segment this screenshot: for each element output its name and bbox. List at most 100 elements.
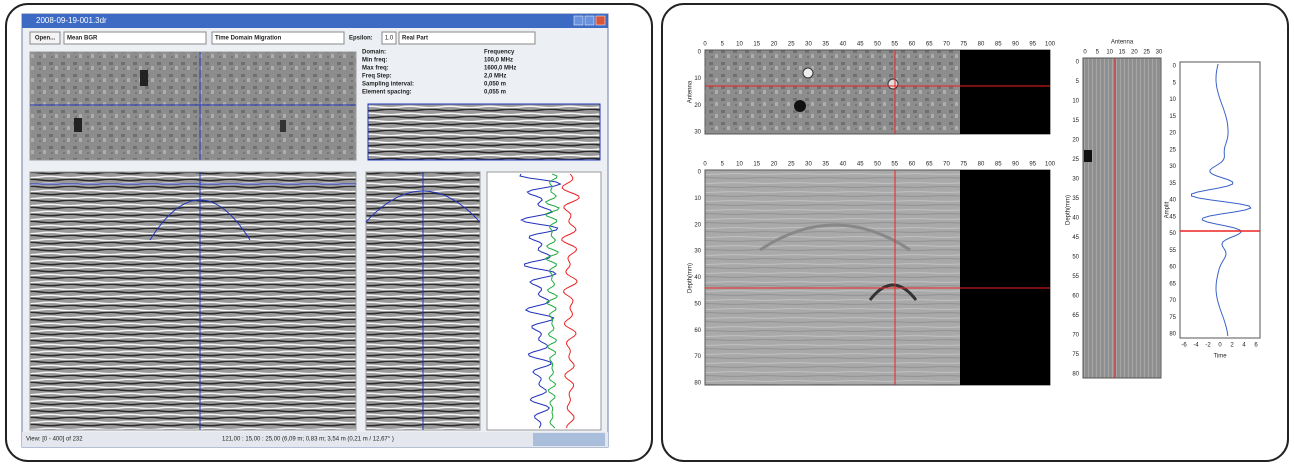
y-tick-label: 80	[1169, 332, 1176, 338]
x-tick-label: 60	[909, 162, 916, 168]
x-tick-label: 20	[1131, 50, 1138, 56]
x-tick-label: 65	[926, 162, 933, 168]
y-tick-label: 0	[698, 170, 702, 176]
y-tick-label: 50	[1169, 231, 1176, 237]
x-tick-label: 0	[703, 162, 707, 168]
x-tick-label: 25	[1143, 50, 1150, 56]
status-cursor: 121,00 : 15,00 : 25,00 (6,09 m; 0,83 m; …	[222, 437, 394, 443]
x-tick-label: 100	[1045, 42, 1056, 48]
x-tick-label: 40	[840, 42, 847, 48]
epsilon-label: Epsilon:	[349, 36, 373, 42]
y-tick-label: 30	[1169, 164, 1176, 170]
part-label: Real Part	[402, 36, 428, 42]
y-tick-label: 15	[1169, 114, 1176, 120]
anomaly	[1084, 150, 1092, 162]
cscan-image	[30, 52, 356, 160]
y-tick-label: 60	[1072, 294, 1079, 300]
trace-panel	[487, 172, 601, 430]
y-tick-label: 45	[1072, 235, 1079, 241]
info-label: Element spacing:	[362, 90, 412, 96]
x-tick-label: 70	[943, 162, 950, 168]
x-tick-label: 35	[822, 162, 829, 168]
anomaly	[888, 79, 898, 89]
y-tick-label: 25	[1169, 147, 1176, 153]
empty-region	[960, 170, 1050, 385]
info-label: Min freq:	[362, 58, 387, 64]
y-tick-label: 75	[1169, 315, 1176, 321]
y-tick-label: 50	[1072, 255, 1079, 261]
x-tick-label: 100	[1045, 162, 1056, 168]
x-axis-label: Time	[1213, 354, 1227, 360]
anomaly	[74, 118, 82, 132]
x-tick-label: -6	[1181, 343, 1187, 349]
x-tick-label: 2	[1230, 343, 1234, 349]
x-tick-label: 90	[1012, 162, 1019, 168]
y-tick-label: 35	[1169, 181, 1176, 187]
minimize-button[interactable]	[574, 16, 583, 25]
close-button[interactable]	[596, 16, 605, 25]
y-tick-label: 50	[694, 301, 701, 307]
x-tick-label: 0	[1083, 50, 1087, 56]
info-label: Domain:	[362, 50, 386, 56]
x-tick-label: 85	[995, 42, 1002, 48]
x-tick-label: -2	[1205, 343, 1211, 349]
y-tick-label: 70	[1169, 298, 1176, 304]
x-tick-label: 30	[1156, 50, 1163, 56]
screenshot: 2008-09-19-001.3dr Open... Mean BGR Time…	[0, 0, 1294, 465]
x-tick-label: 4	[1242, 343, 1246, 349]
amplitude-plot	[1180, 62, 1260, 338]
x-tick-label: 70	[943, 42, 950, 48]
y-tick-label: 55	[1072, 274, 1079, 280]
anomaly	[140, 70, 148, 86]
x-tick-label: 15	[753, 162, 760, 168]
maximize-button[interactable]	[585, 16, 594, 25]
y-axis-label: Depth(mm)	[688, 263, 694, 293]
x-tick-label: 20	[771, 42, 778, 48]
window-title: 2008-09-19-001.3dr	[36, 16, 107, 25]
info-value: 0,055 m	[484, 90, 506, 96]
y-tick-label: 25	[1072, 157, 1079, 163]
y-tick-label: 30	[694, 130, 701, 136]
anomaly	[280, 120, 286, 132]
title-bar	[22, 14, 608, 28]
x-tick-label: 0	[1218, 343, 1222, 349]
open-label: Open...	[35, 36, 56, 42]
x-tick-label: 85	[995, 162, 1002, 168]
small-bscan	[368, 104, 600, 160]
y-tick-label: 60	[1169, 265, 1176, 271]
anomaly	[794, 100, 806, 112]
x-tick-label: 25	[788, 162, 795, 168]
x-tick-label: 10	[1106, 50, 1113, 56]
y-tick-label: 80	[694, 381, 701, 387]
x-tick-label: 30	[805, 42, 812, 48]
y-tick-label: 10	[1072, 99, 1079, 105]
info-label: Max freq:	[362, 66, 389, 72]
y-tick-label: 65	[1169, 281, 1176, 287]
x-tick-label: 75	[960, 42, 967, 48]
y-tick-label: 5	[1076, 79, 1080, 85]
y-tick-label: 0	[1173, 64, 1177, 70]
x-tick-label: 45	[857, 162, 864, 168]
x-tick-label: 55	[891, 162, 898, 168]
x-tick-label: 45	[857, 42, 864, 48]
y-tick-label: 0	[698, 50, 702, 56]
x-tick-label: 30	[805, 162, 812, 168]
x-tick-label: 95	[1029, 42, 1036, 48]
y-tick-label: 20	[1072, 138, 1079, 144]
y-tick-label: 75	[1072, 352, 1079, 358]
status-view: View: [0 - 400] of 232	[26, 437, 83, 443]
progress-bar	[533, 433, 605, 446]
x-tick-label: -4	[1193, 343, 1199, 349]
y-tick-label: 55	[1169, 248, 1176, 254]
y-tick-label: 15	[1072, 118, 1079, 124]
epsilon-value: 1.0	[385, 36, 394, 42]
x-tick-label: 25	[788, 42, 795, 48]
x-tick-label: 10	[736, 162, 743, 168]
y-tick-label: 5	[1173, 80, 1177, 86]
bscan-image	[30, 172, 356, 430]
x-tick-label: 80	[978, 42, 985, 48]
y-tick-label: 70	[694, 354, 701, 360]
x-tick-label: 0	[703, 42, 707, 48]
x-tick-label: 5	[721, 42, 725, 48]
y-tick-label: 40	[1072, 216, 1079, 222]
